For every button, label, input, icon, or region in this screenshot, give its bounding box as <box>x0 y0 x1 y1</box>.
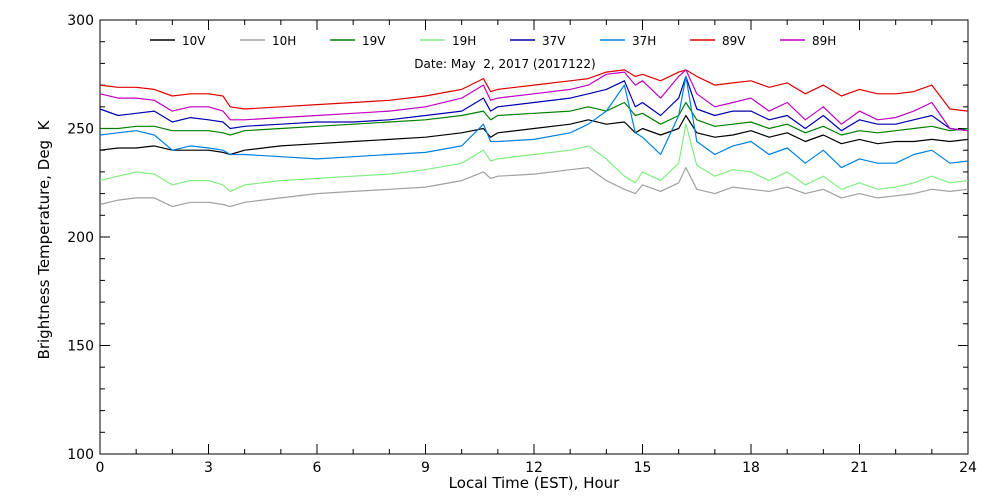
legend-label-37v: 37V <box>542 34 566 48</box>
legend-label-89h: 89H <box>812 34 836 48</box>
x-tick-label: 0 <box>96 460 105 476</box>
x-tick-label: 18 <box>742 460 760 476</box>
legend-label-19v: 19V <box>362 34 386 48</box>
chart-title: Date: May 2, 2017 (2017122) <box>414 57 595 71</box>
series-line-37v <box>99 75 969 132</box>
y-tick-label: 250 <box>67 122 94 138</box>
legend-label-10h: 10H <box>272 34 296 48</box>
x-tick-label: 3 <box>204 460 213 476</box>
x-axis-label: Local Time (EST), Hour <box>449 474 620 492</box>
y-tick-label: 100 <box>67 447 94 463</box>
legend-label-19h: 19H <box>452 34 476 48</box>
x-tick-label: 12 <box>525 460 543 476</box>
x-tick-label: 24 <box>959 460 977 476</box>
series-line-89v <box>99 69 969 112</box>
x-tick-label: 9 <box>421 460 430 476</box>
x-tick-label: 21 <box>851 460 869 476</box>
y-tick-label: 300 <box>67 13 94 29</box>
y-tick-labels: 100 150 200 250 300 <box>67 13 94 463</box>
series-line-10v <box>99 114 969 156</box>
legend: 10V 10H 19V 19H 37V 37H 89V 89H <box>150 34 836 48</box>
legend-label-89v: 89V <box>722 34 746 48</box>
series-line-89h <box>99 69 969 132</box>
series-line-10h <box>99 167 969 208</box>
x-tick-labels: 0 3 6 9 12 15 18 21 24 <box>96 460 977 476</box>
x-tick-label: 6 <box>313 460 322 476</box>
series-line-37h <box>99 75 969 169</box>
x-tick-label: 15 <box>634 460 652 476</box>
series-lines <box>99 69 969 208</box>
y-tick-label: 200 <box>67 230 94 246</box>
legend-label-10v: 10V <box>182 34 206 48</box>
major-ticks <box>99 19 969 455</box>
legend-label-37h: 37H <box>632 34 656 48</box>
series-line-19h <box>99 123 969 192</box>
y-axis-label: Brightness Temperature, Deg K <box>35 119 53 359</box>
y-tick-label: 150 <box>67 339 94 355</box>
